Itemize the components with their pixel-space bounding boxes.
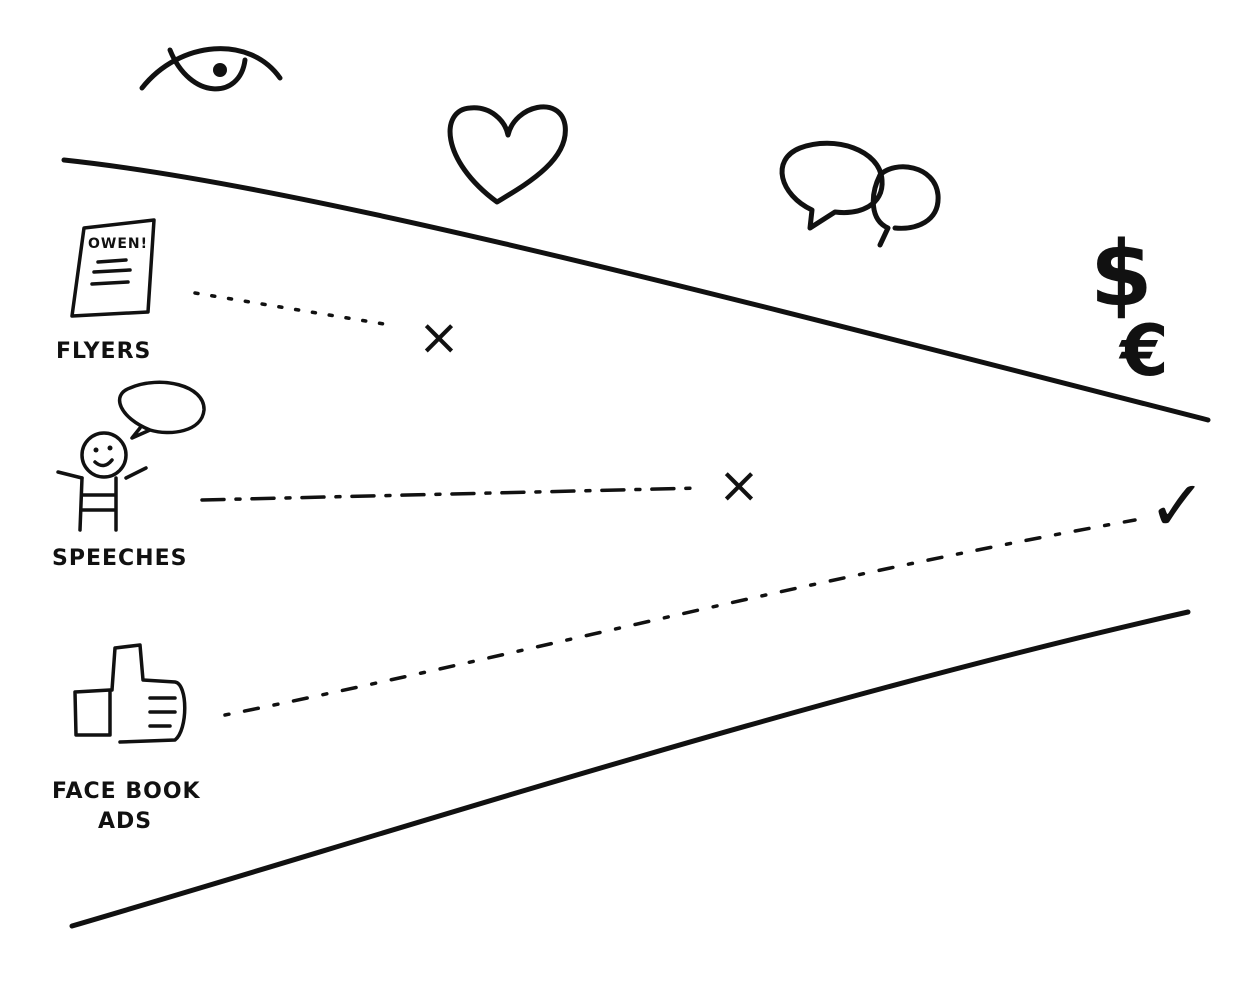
flyers-label: FLYERS (56, 339, 151, 364)
thumbs-up-icon (73, 643, 187, 744)
fail-mark: × (418, 308, 460, 366)
funnel-bottom-line (69, 609, 1191, 929)
euro-symbol: € (1118, 310, 1169, 392)
flyers-path (193, 291, 392, 327)
dollar-symbol: $ (1090, 222, 1153, 327)
money-icon: $ € (1090, 222, 1169, 392)
eye-icon (139, 46, 283, 92)
speeches-path (200, 486, 702, 502)
fail-mark: × (718, 456, 760, 514)
speaker-icon (56, 380, 206, 532)
heart-icon (447, 104, 568, 205)
facebook-ads-label-line2: ADS (98, 809, 152, 834)
funnel-top-line (61, 157, 1211, 423)
flyer-icon: OWEN! (70, 218, 156, 318)
facebook-ads-path (223, 518, 1137, 717)
speeches-label: SPEECHES (52, 546, 187, 571)
success-mark: ✓ (1148, 465, 1207, 547)
facebook-ads-label-line1: FACE BOOK (52, 779, 201, 804)
flyer-heading: OWEN! (88, 236, 148, 252)
speech-bubbles-icon (779, 140, 941, 248)
